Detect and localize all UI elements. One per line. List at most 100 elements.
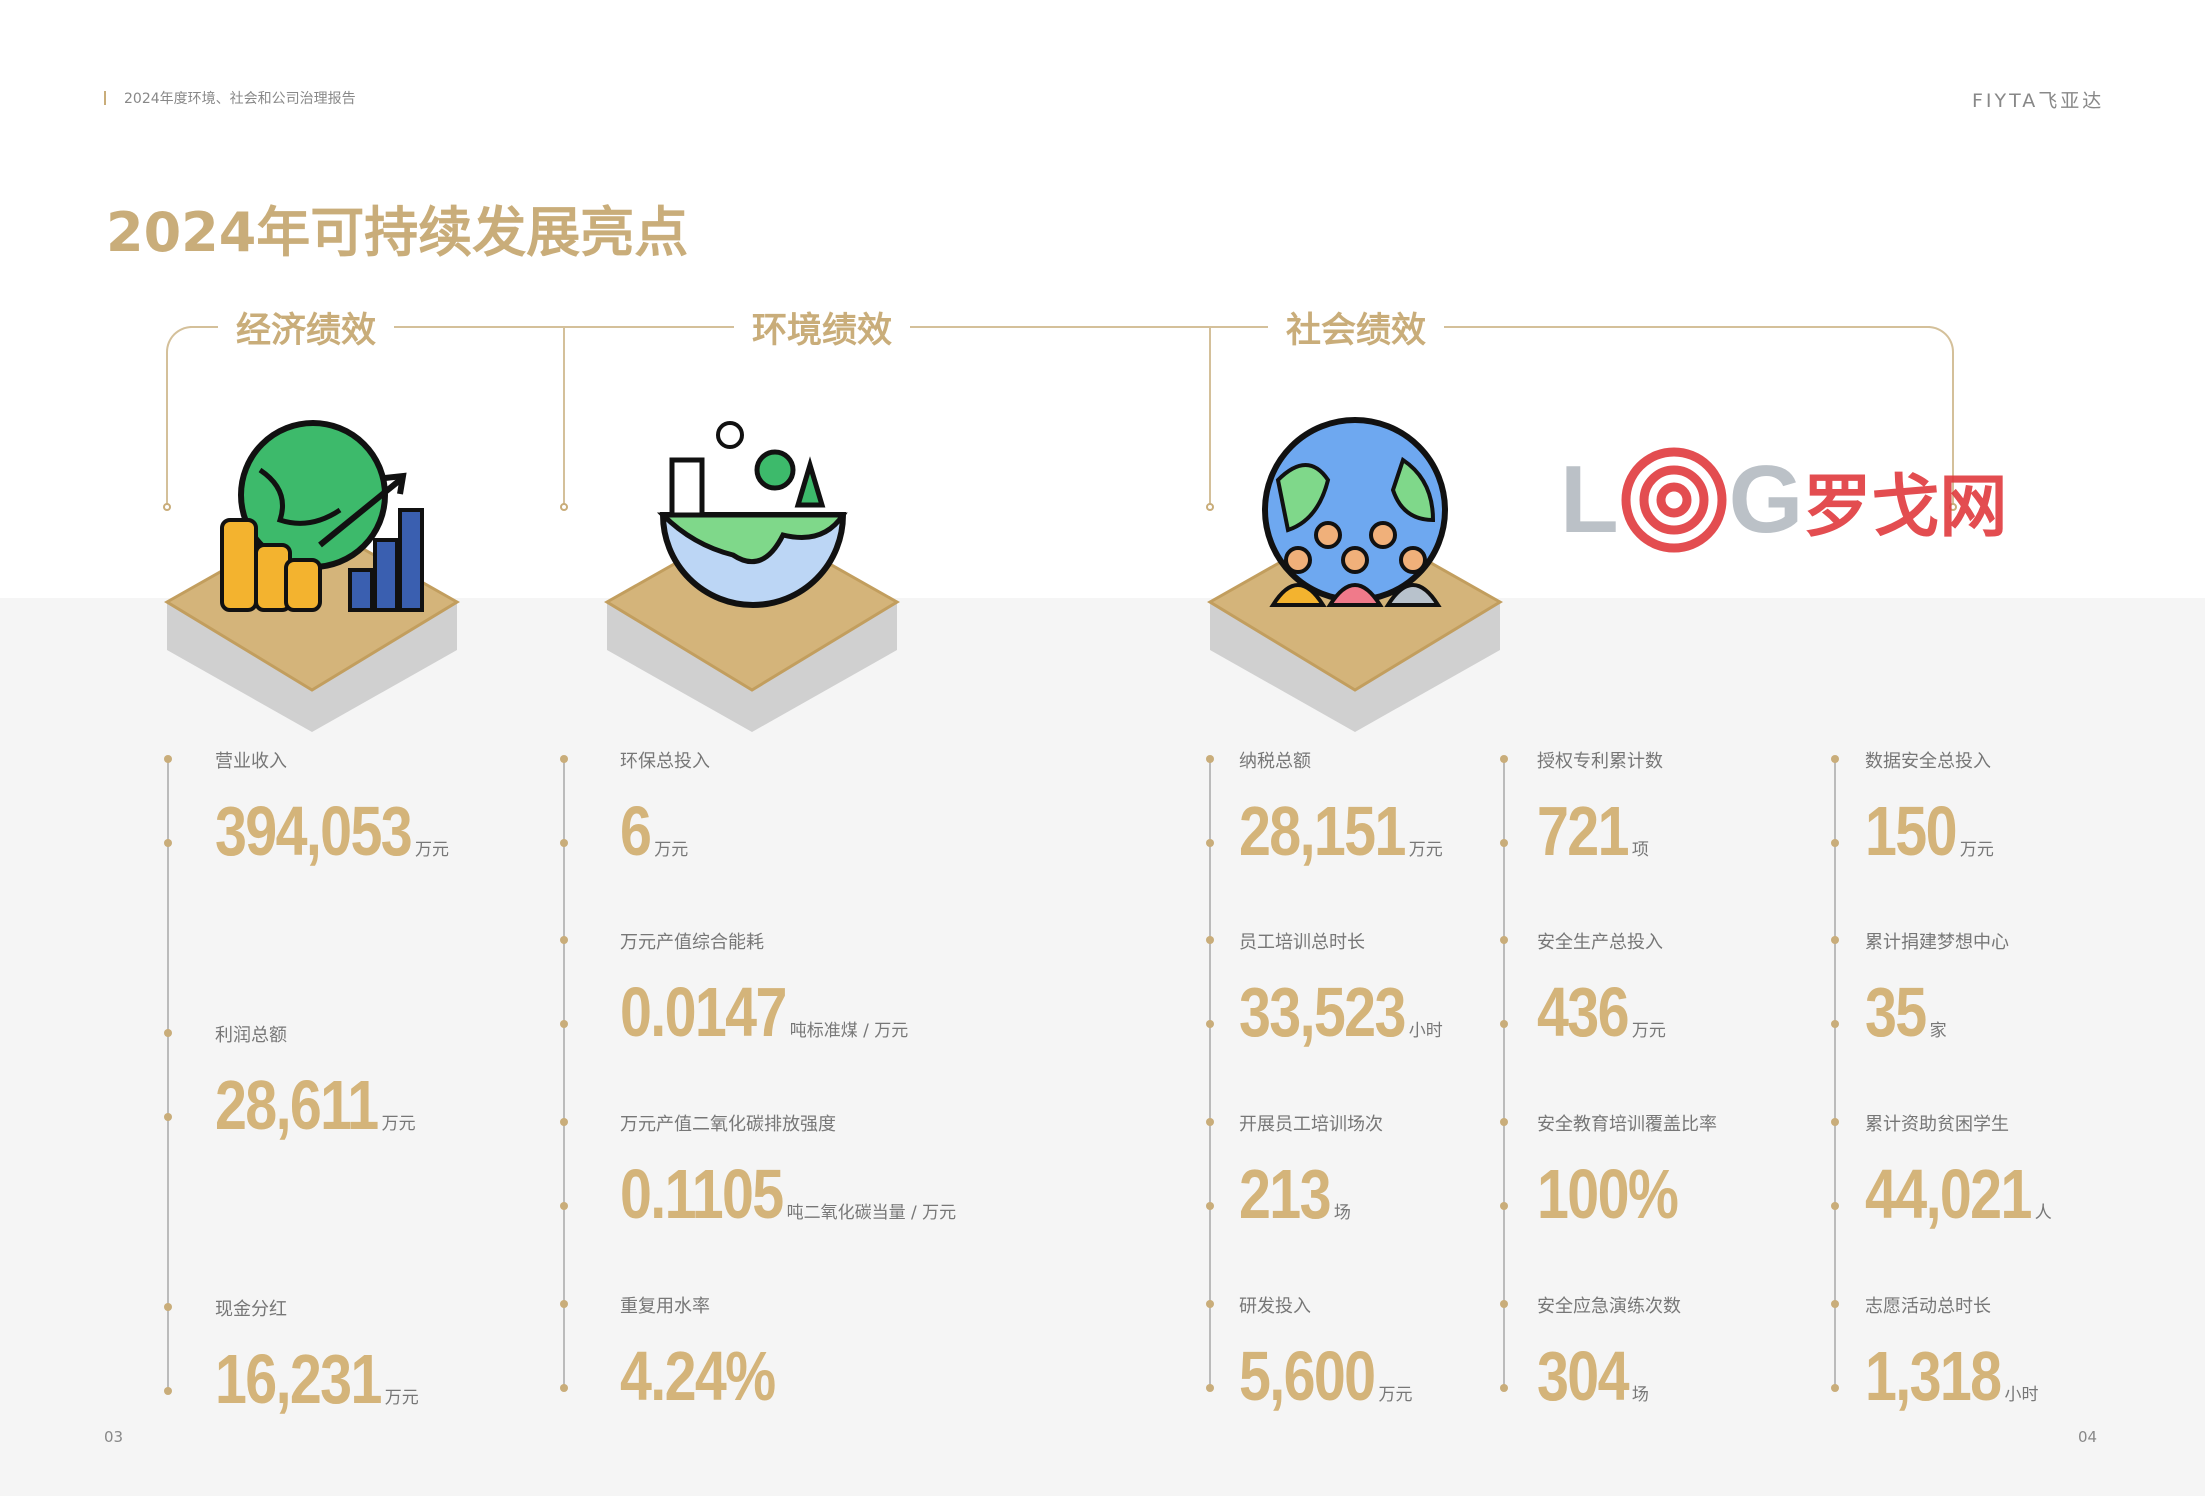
bracket-dot xyxy=(1206,503,1214,511)
timeline-line xyxy=(563,757,565,1389)
metric-label: 万元产值综合能耗 xyxy=(620,932,764,953)
metric-label: 利润总额 xyxy=(215,1025,287,1046)
watermark-logo: L G 罗戈网 xyxy=(1560,445,2007,555)
globe-coins-chart-icon xyxy=(164,420,460,732)
metric-number: 100% xyxy=(1537,1155,1679,1233)
metric-label: 累计捐建梦想中心 xyxy=(1865,932,2009,953)
bracket-line xyxy=(1209,326,1211,504)
metric-label: 安全应急演练次数 xyxy=(1537,1296,1681,1317)
metric-label: 纳税总额 xyxy=(1239,751,1311,772)
metric-unit: 万元 xyxy=(1408,840,1443,860)
metric-number: 0.1105 xyxy=(620,1155,784,1233)
timeline-dot xyxy=(1206,1300,1214,1308)
section-divider xyxy=(190,326,1930,328)
metric-value: 436 万元 xyxy=(1537,972,1666,1052)
metric-number: 44,021 xyxy=(1865,1155,2032,1233)
metric-social3: 志愿活动总时长 1,318 小时 xyxy=(1865,1292,2038,1416)
page-number-right: 04 xyxy=(2078,1428,2098,1446)
metric-number: 28,151 xyxy=(1239,792,1406,870)
metric-value: 0.1105 吨二氧化碳当量 / 万元 xyxy=(620,1154,956,1234)
page-title: 2024年可持续发展亮点 xyxy=(106,201,689,264)
metric-social2: 安全应急演练次数 304 场 xyxy=(1537,1292,1681,1416)
timeline-dot xyxy=(560,1202,568,1210)
metric-value: 1,318 小时 xyxy=(1865,1336,2038,1416)
timeline-dot xyxy=(1206,1384,1214,1392)
timeline-dot xyxy=(560,755,568,763)
metric-social2: 安全教育培训覆盖比率 100% xyxy=(1537,1110,1717,1234)
metric-social2: 授权专利累计数 721 项 xyxy=(1537,747,1663,871)
timeline-dot xyxy=(1500,839,1508,847)
metric-value: 4.24% xyxy=(620,1336,779,1416)
metric-value: 33,523 小时 xyxy=(1239,972,1443,1052)
metric-unit: 家 xyxy=(1929,1021,1947,1041)
timeline-dot xyxy=(1500,1202,1508,1210)
metric-unit: 万元 xyxy=(415,840,450,860)
timeline-dot xyxy=(560,1118,568,1126)
metric-unit: 项 xyxy=(1631,840,1649,860)
timeline-dot xyxy=(164,755,172,763)
watermark-letter-g: G xyxy=(1728,446,1804,553)
metric-social1: 研发投入 5,600 万元 xyxy=(1239,1292,1412,1416)
timeline-dot xyxy=(1500,755,1508,763)
bracket-left-corner xyxy=(166,326,194,356)
metric-unit: 万元 xyxy=(654,840,689,860)
metric-economic: 营业收入 394,053 万元 xyxy=(215,747,449,871)
page-number-left: 03 xyxy=(104,1428,124,1446)
metric-number: 16,231 xyxy=(215,1340,382,1418)
timeline-dot xyxy=(560,1384,568,1392)
metric-label: 现金分红 xyxy=(215,1299,287,1320)
bracket-line xyxy=(563,326,565,504)
metric-value: 394,053 万元 xyxy=(215,791,449,871)
metric-value: 28,151 万元 xyxy=(1239,791,1443,871)
timeline-dot xyxy=(1500,1300,1508,1308)
bracket-line xyxy=(166,354,168,504)
bracket-dot xyxy=(163,503,171,511)
brand-logo: FIYTA飞亚达 xyxy=(1972,90,2105,112)
metric-label: 开展员工培训场次 xyxy=(1239,1114,1383,1135)
metric-number: 5,600 xyxy=(1239,1337,1376,1415)
bracket-line xyxy=(1952,354,1954,504)
timeline-dot xyxy=(560,1300,568,1308)
metric-social3: 累计捐建梦想中心 35 家 xyxy=(1865,928,2009,1052)
timeline-dot xyxy=(1831,755,1839,763)
header-bar xyxy=(104,91,106,105)
metric-label: 安全生产总投入 xyxy=(1537,932,1663,953)
metric-social2: 安全生产总投入 436 万元 xyxy=(1537,928,1666,1052)
metric-value: 100% xyxy=(1537,1154,1717,1234)
metric-value: 5,600 万元 xyxy=(1239,1336,1412,1416)
timeline-dot xyxy=(1206,755,1214,763)
metric-social3: 累计资助贫困学生 44,021 人 xyxy=(1865,1110,2052,1234)
timeline-dot xyxy=(1831,1384,1839,1392)
section-economic: 经济绩效 xyxy=(218,302,395,353)
metric-economic: 现金分红 16,231 万元 xyxy=(215,1295,419,1419)
metric-number: 304 xyxy=(1537,1337,1629,1415)
metric-value: 6 万元 xyxy=(620,791,710,871)
timeline-dot xyxy=(1206,936,1214,944)
timeline-dot xyxy=(164,839,172,847)
metric-social1: 纳税总额 28,151 万元 xyxy=(1239,747,1443,871)
watermark-letter-l: L xyxy=(1560,446,1619,553)
metric-label: 志愿活动总时长 xyxy=(1865,1296,1991,1317)
metric-unit: 场 xyxy=(1631,1385,1649,1405)
timeline-dot xyxy=(1206,1118,1214,1126)
metric-label: 授权专利累计数 xyxy=(1537,751,1663,772)
timeline-dot xyxy=(1831,1300,1839,1308)
metric-label: 研发投入 xyxy=(1239,1296,1311,1317)
timeline-dot xyxy=(1206,1202,1214,1210)
metric-label: 万元产值二氧化碳排放强度 xyxy=(620,1114,836,1135)
metric-value: 28,611 万元 xyxy=(215,1065,416,1145)
metric-unit: 小时 xyxy=(2004,1385,2039,1405)
metric-value: 150 万元 xyxy=(1865,791,1994,871)
timeline-line xyxy=(1834,757,1836,1389)
metric-value: 213 场 xyxy=(1239,1154,1383,1234)
metric-unit: 万元 xyxy=(1631,1021,1666,1041)
bracket-dot xyxy=(560,503,568,511)
metric-unit: 小时 xyxy=(1408,1021,1443,1041)
metric-number: 150 xyxy=(1865,792,1957,870)
timeline-dot xyxy=(1500,936,1508,944)
metric-environment: 环保总投入 6 万元 xyxy=(620,747,710,871)
timeline-dot xyxy=(164,1303,172,1311)
metric-number: 213 xyxy=(1239,1155,1331,1233)
metric-unit: 场 xyxy=(1333,1203,1351,1223)
timeline-dot xyxy=(1206,839,1214,847)
